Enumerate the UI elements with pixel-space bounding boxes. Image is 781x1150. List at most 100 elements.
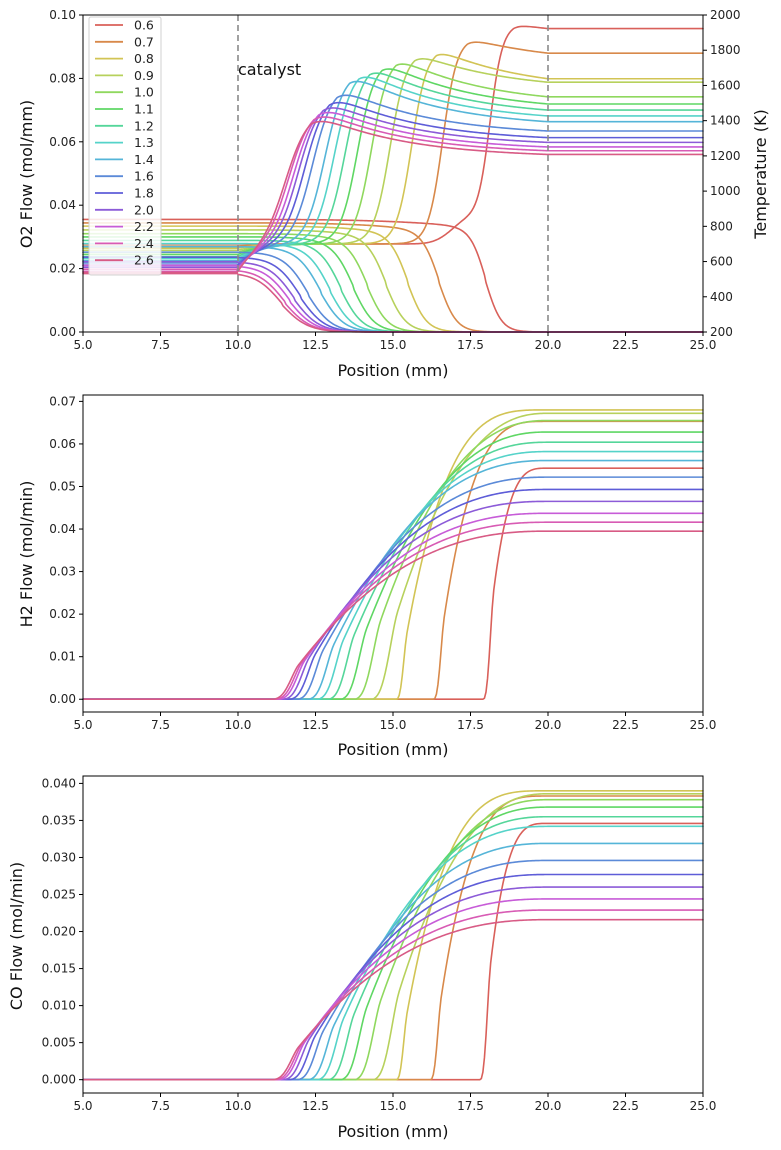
co-panel: 5.0 7.5 10.0 12.5 15.0 17.5 20.0 22.5 25.0 0.000… — [7, 775, 716, 1141]
legend-label: 1.2 — [134, 118, 154, 133]
y-tick-label: 0.07 — [49, 394, 76, 408]
flow-series-0.7 — [82, 420, 704, 701]
flow-series-0.7 — [82, 795, 704, 1081]
x-axis-label: Position (mm) — [337, 361, 448, 380]
x-tick-label: 12.5 — [302, 338, 329, 352]
y-tick-label: 0.10 — [49, 8, 76, 22]
x-tick-label: 25.0 — [690, 1099, 717, 1113]
x-tick-label: 17.5 — [457, 718, 484, 732]
y2-ticks: 200 400 600 800 1000 1200 1400 1600 1800 2000 — [703, 8, 741, 339]
y2-tick-label: 1000 — [710, 184, 741, 198]
flow-series-1.4 — [82, 459, 704, 701]
catalyst-boundaries — [237, 15, 549, 332]
flow-series-2.6 — [82, 530, 704, 701]
y-tick-label: 0.025 — [42, 888, 76, 902]
flow-series-0.6 — [82, 467, 704, 701]
y2-tick-label: 1600 — [710, 78, 741, 92]
x-tick-label: 12.5 — [302, 718, 329, 732]
y2-tick-label: 2000 — [710, 8, 741, 22]
temperature-series-1.0 — [82, 63, 704, 254]
y-tick-label: 0.040 — [42, 776, 76, 790]
flow-series-1.2 — [82, 441, 704, 701]
flow-series-0.6 — [82, 822, 704, 1081]
series-group — [82, 790, 704, 1081]
y-axis-label: O2 Flow (mol/mm) — [17, 100, 36, 248]
series-group — [82, 409, 704, 701]
flow-series-1.0 — [82, 419, 704, 701]
y-axis-label: CO Flow (mol/min) — [7, 862, 26, 1010]
flow-series-1.0 — [82, 798, 704, 1081]
x-axis-label: Position (mm) — [337, 740, 448, 759]
temperature-series-1.6 — [82, 94, 704, 264]
flow-series-1.8 — [82, 488, 704, 701]
y-tick-label: 0.005 — [42, 1036, 76, 1050]
flow-series-1.4 — [82, 842, 704, 1081]
y-tick-label: 0.01 — [49, 650, 76, 664]
x-tick-label: 7.5 — [151, 1099, 170, 1113]
y-tick-label: 0.015 — [42, 962, 76, 976]
y-tick-label: 0.08 — [49, 71, 76, 85]
y2-tick-label: 200 — [710, 325, 733, 339]
y-ticks: 0.00 0.01 0.02 0.03 0.04 0.05 0.06 0.07 — [49, 394, 83, 706]
x-tick-label: 5.0 — [73, 338, 92, 352]
legend-label: 2.4 — [134, 236, 154, 251]
x-tick-label: 20.0 — [535, 1099, 562, 1113]
x-ticks: 5.0 7.5 10.0 12.5 15.0 17.5 20.0 22.5 25.0 — [73, 332, 716, 352]
x-tick-label: 7.5 — [151, 718, 170, 732]
flow-series-1.1 — [82, 431, 704, 701]
legend-label: 1.1 — [134, 102, 154, 117]
o2-series-0.7 — [82, 222, 704, 333]
y-tick-label: 0.035 — [42, 813, 76, 827]
flow-series-1.8 — [82, 873, 704, 1081]
o2-temperature-panel: 5.0 7.5 10.0 12.5 15.0 17.5 20.0 22.5 25.0 0.000… — [17, 8, 770, 380]
y2-tick-label: 800 — [710, 219, 733, 233]
o2-series-1.6 — [82, 251, 704, 333]
y-tick-label: 0.05 — [49, 479, 76, 493]
o2-series-1.1 — [82, 236, 704, 333]
temperature-series-2.4 — [82, 116, 704, 273]
h2-panel: 5.0 7.5 10.0 12.5 15.0 17.5 20.0 22.5 25.0 0.000… — [17, 394, 716, 759]
y-tick-label: 0.000 — [42, 1073, 76, 1087]
catalyst-annotation: catalyst — [238, 60, 301, 79]
x-tick-label: 25.0 — [690, 718, 717, 732]
y2-tick-label: 1200 — [710, 149, 741, 163]
x-tick-label: 20.0 — [535, 718, 562, 732]
flow-series-1.1 — [82, 806, 704, 1081]
y-tick-label: 0.06 — [49, 135, 76, 149]
x-tick-label: 17.5 — [457, 1099, 484, 1113]
o2-series-0.9 — [82, 229, 704, 333]
flow-series-1.3 — [82, 825, 704, 1081]
flow-series-0.9 — [82, 792, 704, 1081]
x-tick-label: 5.0 — [73, 718, 92, 732]
x-tick-label: 7.5 — [151, 338, 170, 352]
temperature-series-2.0 — [82, 107, 704, 268]
series-group — [82, 25, 704, 333]
y-ticks: 0.000 0.005 0.010 0.015 0.020 0.025 0.030 0.035… — [42, 776, 83, 1087]
x-tick-label: 22.5 — [612, 718, 639, 732]
flow-series-2.2 — [82, 512, 704, 701]
y-tick-label: 0.04 — [49, 198, 76, 212]
y2-tick-label: 1800 — [710, 43, 741, 57]
y-tick-label: 0.03 — [49, 565, 76, 579]
x-tick-label: 10.0 — [225, 718, 252, 732]
y2-tick-label: 1400 — [710, 114, 741, 128]
legend-label: 1.4 — [134, 152, 154, 167]
x-tick-label: 17.5 — [457, 338, 484, 352]
legend-label: 0.8 — [134, 51, 154, 66]
x-tick-label: 25.0 — [690, 338, 717, 352]
legend-label: 2.6 — [134, 253, 154, 268]
x-tick-label: 5.0 — [73, 1099, 92, 1113]
y-tick-label: 0.010 — [42, 999, 76, 1013]
y-axis-label: H2 Flow (mol/min) — [17, 481, 36, 628]
flow-series-2.0 — [82, 886, 704, 1081]
y-ticks: 0.00 0.02 0.04 0.06 0.08 0.10 — [49, 8, 83, 339]
flow-series-1.6 — [82, 859, 704, 1081]
x-tick-label: 22.5 — [612, 338, 639, 352]
y-tick-label: 0.00 — [49, 325, 76, 339]
legend-label: 1.0 — [134, 85, 154, 100]
x-ticks: 5.0 7.5 10.0 12.5 15.0 17.5 20.0 22.5 25.0 — [73, 1093, 716, 1113]
x-ticks: 5.0 7.5 10.0 12.5 15.0 17.5 20.0 22.5 25.0 — [73, 712, 716, 732]
x-tick-label: 10.0 — [225, 1099, 252, 1113]
o2-series-2.2 — [82, 264, 704, 333]
